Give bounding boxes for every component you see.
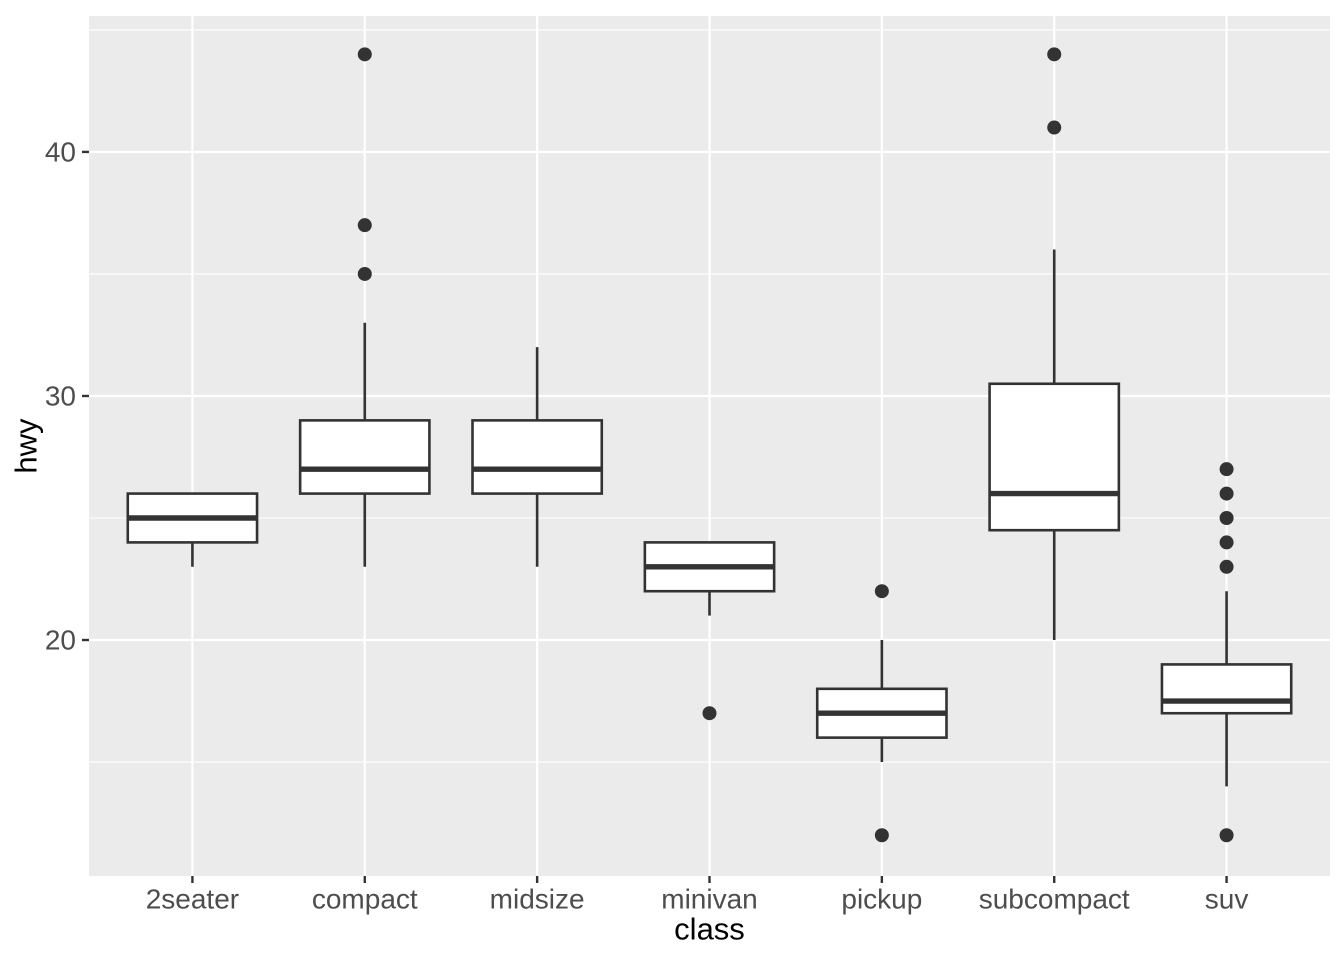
- x-tick-label-minivan: minivan: [661, 884, 757, 915]
- y-axis-title: hwy: [8, 418, 44, 474]
- x-tick-label-midsize: midsize: [490, 884, 585, 915]
- y-tick-label-30: 30: [45, 380, 76, 411]
- outlier-compact-44: [357, 47, 372, 62]
- outlier-suv-25: [1219, 510, 1234, 525]
- outlier-suv-26: [1219, 486, 1234, 501]
- x-tick-label-subcompact: subcompact: [979, 884, 1130, 915]
- outlier-compact-37: [357, 218, 372, 233]
- box-midsize: [471, 419, 604, 495]
- x-tick-label-compact: compact: [312, 884, 418, 915]
- y-tick-label-20: 20: [45, 625, 76, 656]
- outlier-suv-23: [1219, 559, 1234, 574]
- x-tick-label-2seater: 2seater: [146, 884, 239, 915]
- outlier-minivan-17: [702, 706, 717, 721]
- outlier-pickup-12: [874, 828, 889, 843]
- outlier-suv-27: [1219, 462, 1234, 477]
- x-tick-label-pickup: pickup: [841, 884, 922, 915]
- x-axis-title: class: [674, 911, 745, 947]
- outlier-compact-35: [357, 266, 372, 281]
- box-subcompact: [988, 382, 1121, 532]
- outlier-pickup-22: [874, 584, 889, 599]
- box-compact: [298, 419, 431, 495]
- x-tick-label-suv: suv: [1205, 884, 1249, 915]
- outlier-suv-24: [1219, 535, 1234, 550]
- box-suv: [1160, 663, 1293, 715]
- outlier-suv-12: [1219, 828, 1234, 843]
- outlier-subcompact-41: [1047, 120, 1062, 135]
- y-tick-label-40: 40: [45, 136, 76, 167]
- outlier-subcompact-44: [1047, 47, 1062, 62]
